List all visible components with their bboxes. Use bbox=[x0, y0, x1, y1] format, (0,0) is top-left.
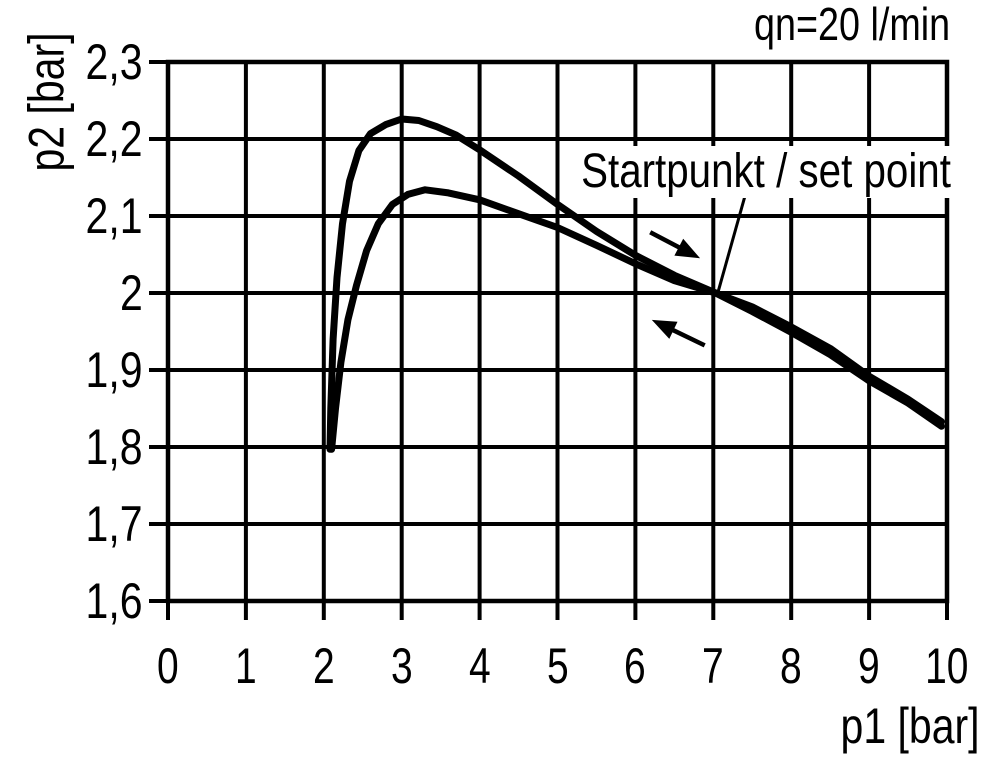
curve-return bbox=[328, 186, 945, 453]
x-tick-label: 10 bbox=[925, 638, 969, 694]
chart-title: qn=20 l/min bbox=[711, 1, 950, 47]
x-tick-label: 9 bbox=[858, 638, 880, 694]
x-tick-label: 5 bbox=[546, 638, 569, 694]
x-axis-label-text: p1 [bar] bbox=[840, 698, 980, 754]
y-tick-label: 1,6 bbox=[85, 573, 143, 629]
x-tick-label: 6 bbox=[624, 638, 647, 694]
y-tick-label: 2 bbox=[120, 265, 143, 321]
curve-outbound bbox=[326, 115, 945, 453]
x-tick-label: 1 bbox=[235, 638, 257, 694]
x-tick-label: 4 bbox=[468, 638, 491, 694]
y-tick-label: 2,1 bbox=[85, 188, 143, 244]
y-axis-label: p2 [bar] bbox=[19, 32, 75, 171]
x-tick-label: 2 bbox=[312, 638, 335, 694]
x-tick-label: 0 bbox=[157, 638, 179, 694]
annotation-pointer-line bbox=[716, 194, 747, 293]
chart-title-text: qn=20 l/min bbox=[753, 0, 950, 50]
y-tick-label: 2,2 bbox=[85, 111, 143, 167]
x-tick-label: 7 bbox=[702, 638, 725, 694]
x-tick-label: 3 bbox=[390, 638, 413, 694]
direction-arrow-left bbox=[651, 319, 706, 348]
direction-arrow-right bbox=[649, 230, 701, 259]
y-tick-label: 1,8 bbox=[85, 419, 143, 475]
y-tick-label: 1,9 bbox=[85, 342, 143, 398]
y-tick-label: 1,7 bbox=[85, 496, 143, 552]
set-point-annotation-text: Startpunkt / set point bbox=[574, 146, 958, 198]
x-axis-label: p1 [bar] bbox=[810, 699, 980, 753]
plot-border bbox=[165, 59, 950, 604]
y-tick-label: 2,3 bbox=[85, 34, 143, 90]
x-tick-label: 8 bbox=[780, 638, 803, 694]
set-point-annotation: Startpunkt / set point bbox=[538, 146, 994, 198]
